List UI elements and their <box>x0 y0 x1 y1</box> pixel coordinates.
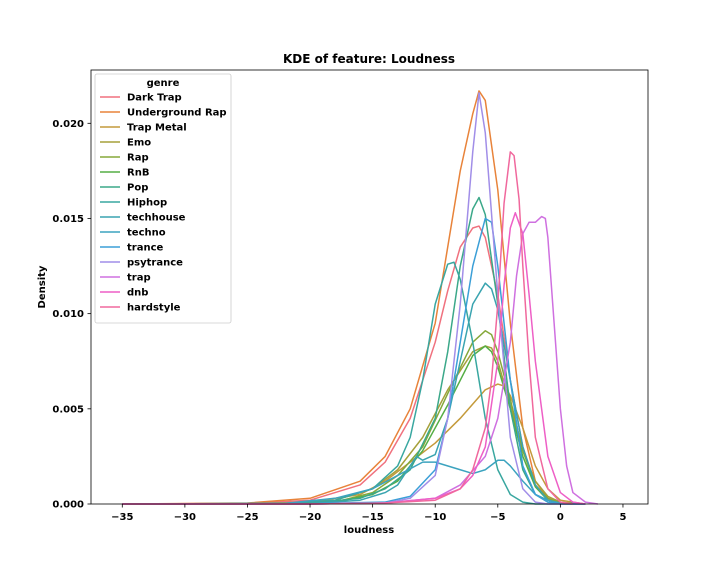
legend-entry: Underground Rap <box>127 108 227 119</box>
x-tick-label: −25 <box>236 512 258 523</box>
legend-entry: trance <box>127 243 164 254</box>
legend-entry: Trap Metal <box>127 123 187 134</box>
legend-entry: psytrance <box>127 258 183 269</box>
axes-frame <box>90 69 649 505</box>
series-line-trap <box>122 215 599 505</box>
legend-title: genre <box>147 78 180 89</box>
series-line-dnb <box>122 212 586 505</box>
legend-entry: Hiphop <box>127 198 167 209</box>
legend-box <box>94 73 232 324</box>
x-axis-label: loudness <box>344 525 394 536</box>
legend-entry: Rap <box>127 153 149 164</box>
legend-entry: techhouse <box>127 213 186 224</box>
series-line-psytrance <box>122 92 586 505</box>
x-tick-label: −10 <box>424 512 446 523</box>
legend-entry: dnb <box>127 288 148 299</box>
legend-entry: RnB <box>127 168 149 179</box>
legend: genre Dark Trap Underground Rap Trap Metal E… <box>94 73 232 324</box>
y-tick-label: 0.005 <box>52 404 84 415</box>
x-tick-label: −15 <box>361 512 383 523</box>
series-line-rnb <box>122 345 586 505</box>
y-tick-label: 0.010 <box>52 309 84 320</box>
series-line-techhouse <box>122 282 586 505</box>
plot-area: −35 −30 −25 −20 −15 −10 −5 0 5 0.000 0.005 0.010 0.0… <box>52 69 649 523</box>
chart-title: KDE of feature: Loudness <box>283 52 455 66</box>
y-axis-label: Density <box>37 265 48 308</box>
x-tick-label: 5 <box>619 512 626 523</box>
x-tick-label: −30 <box>174 512 196 523</box>
x-tick-label: −35 <box>111 512 133 523</box>
legend-entry: Dark Trap <box>127 93 182 104</box>
x-tick-label: −5 <box>490 512 505 523</box>
x-tick-label: −20 <box>299 512 321 523</box>
series-line-trance <box>122 217 586 505</box>
y-tick-label: 0.015 <box>52 214 84 225</box>
legend-entry: trap <box>127 273 151 284</box>
legend-entry: hardstyle <box>127 303 181 314</box>
y-tick-label: 0.000 <box>52 500 84 511</box>
legend-entry: techno <box>127 228 166 239</box>
legend-entry: Pop <box>127 183 148 194</box>
x-tick-label: 0 <box>557 512 564 523</box>
legend-entry: Emo <box>127 138 151 149</box>
series-line-hardstyle <box>122 151 574 505</box>
y-tick-label: 0.020 <box>52 119 84 130</box>
